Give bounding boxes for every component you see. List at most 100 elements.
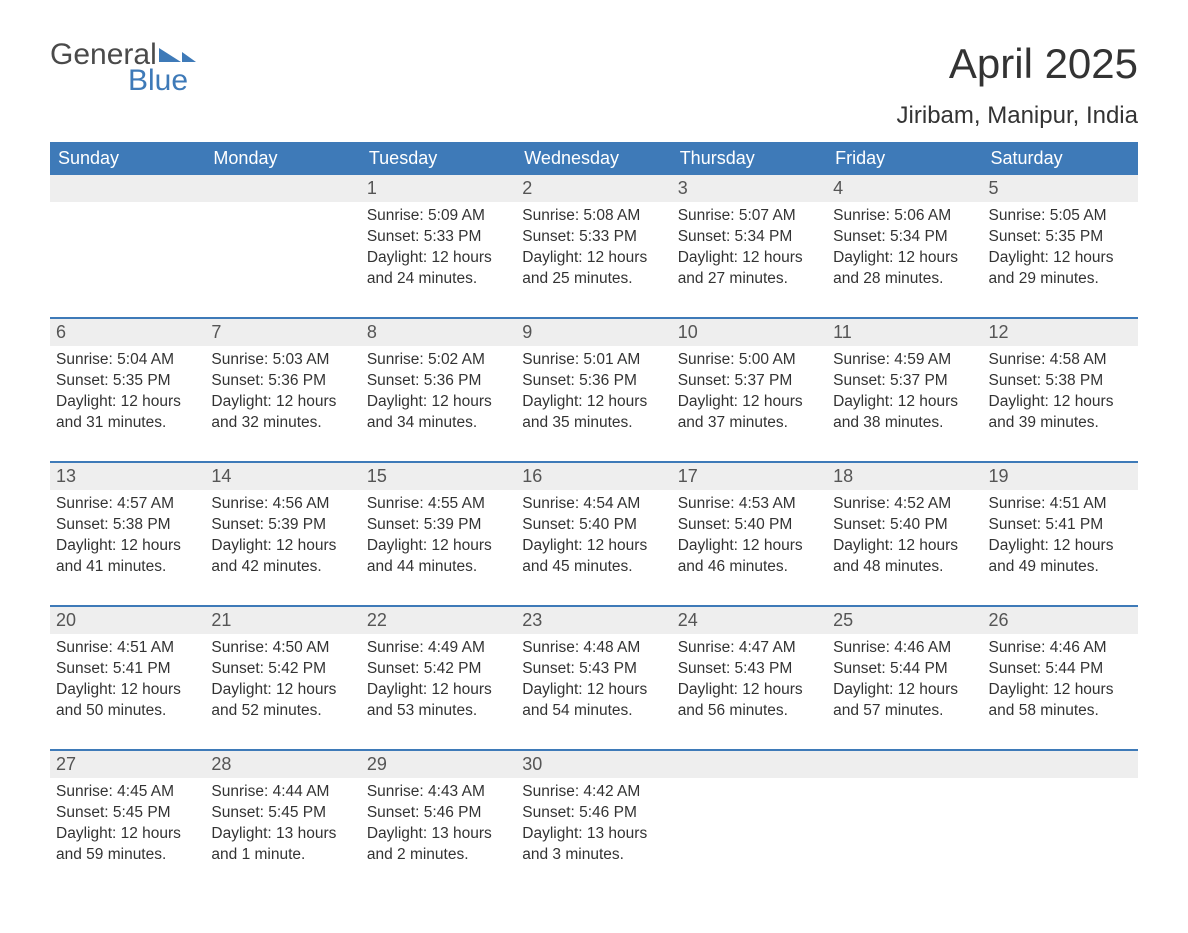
day-daylight: Daylight: 12 hours and 46 minutes.	[678, 536, 821, 578]
calendar-day-cell: 21Sunrise: 4:50 AMSunset: 5:42 PMDayligh…	[205, 606, 360, 750]
calendar-week-row: 13Sunrise: 4:57 AMSunset: 5:38 PMDayligh…	[50, 462, 1138, 606]
day-sunset: Sunset: 5:44 PM	[989, 659, 1132, 680]
day-sunrise: Sunrise: 4:58 AM	[989, 350, 1132, 371]
day-sunset: Sunset: 5:34 PM	[833, 227, 976, 248]
day-body: Sunrise: 4:51 AMSunset: 5:41 PMDaylight:…	[50, 634, 205, 732]
day-number: 28	[205, 751, 360, 778]
day-sunrise: Sunrise: 5:06 AM	[833, 206, 976, 227]
day-body: Sunrise: 4:43 AMSunset: 5:46 PMDaylight:…	[361, 778, 516, 876]
weekday-header: Tuesday	[361, 142, 516, 175]
day-sunrise: Sunrise: 5:00 AM	[678, 350, 821, 371]
header: General Blue April 2025 Jiribam, Manipur…	[50, 40, 1138, 130]
day-number: 23	[516, 607, 671, 634]
day-body: Sunrise: 5:06 AMSunset: 5:34 PMDaylight:…	[827, 202, 982, 300]
calendar-day-cell: 2Sunrise: 5:08 AMSunset: 5:33 PMDaylight…	[516, 175, 671, 318]
day-body: Sunrise: 4:44 AMSunset: 5:45 PMDaylight:…	[205, 778, 360, 876]
day-daylight: Daylight: 12 hours and 45 minutes.	[522, 536, 665, 578]
day-sunrise: Sunrise: 4:57 AM	[56, 494, 199, 515]
day-number: 3	[672, 175, 827, 202]
day-daylight: Daylight: 12 hours and 34 minutes.	[367, 392, 510, 434]
calendar-day-cell: 6Sunrise: 5:04 AMSunset: 5:35 PMDaylight…	[50, 318, 205, 462]
day-daylight: Daylight: 13 hours and 1 minute.	[211, 824, 354, 866]
day-number: 26	[983, 607, 1138, 634]
day-daylight: Daylight: 12 hours and 41 minutes.	[56, 536, 199, 578]
calendar-day-cell: 3Sunrise: 5:07 AMSunset: 5:34 PMDaylight…	[672, 175, 827, 318]
day-body: Sunrise: 4:51 AMSunset: 5:41 PMDaylight:…	[983, 490, 1138, 588]
day-body: Sunrise: 4:50 AMSunset: 5:42 PMDaylight:…	[205, 634, 360, 732]
day-body: Sunrise: 4:42 AMSunset: 5:46 PMDaylight:…	[516, 778, 671, 876]
calendar-day-cell	[983, 750, 1138, 893]
weekday-header: Thursday	[672, 142, 827, 175]
day-daylight: Daylight: 12 hours and 52 minutes.	[211, 680, 354, 722]
calendar-day-cell: 5Sunrise: 5:05 AMSunset: 5:35 PMDaylight…	[983, 175, 1138, 318]
calendar-day-cell: 12Sunrise: 4:58 AMSunset: 5:38 PMDayligh…	[983, 318, 1138, 462]
logo-text-blue: Blue	[128, 66, 196, 96]
day-daylight: Daylight: 12 hours and 48 minutes.	[833, 536, 976, 578]
day-body: Sunrise: 4:54 AMSunset: 5:40 PMDaylight:…	[516, 490, 671, 588]
day-sunset: Sunset: 5:37 PM	[833, 371, 976, 392]
day-number: 9	[516, 319, 671, 346]
day-sunset: Sunset: 5:42 PM	[367, 659, 510, 680]
day-body: Sunrise: 4:56 AMSunset: 5:39 PMDaylight:…	[205, 490, 360, 588]
day-sunset: Sunset: 5:44 PM	[833, 659, 976, 680]
title-block: April 2025 Jiribam, Manipur, India	[897, 40, 1138, 130]
day-number: 12	[983, 319, 1138, 346]
day-body: Sunrise: 5:01 AMSunset: 5:36 PMDaylight:…	[516, 346, 671, 444]
day-body: Sunrise: 5:07 AMSunset: 5:34 PMDaylight:…	[672, 202, 827, 300]
day-number: 18	[827, 463, 982, 490]
day-daylight: Daylight: 12 hours and 56 minutes.	[678, 680, 821, 722]
calendar-day-cell: 10Sunrise: 5:00 AMSunset: 5:37 PMDayligh…	[672, 318, 827, 462]
day-body: Sunrise: 5:05 AMSunset: 5:35 PMDaylight:…	[983, 202, 1138, 300]
day-sunset: Sunset: 5:38 PM	[56, 515, 199, 536]
day-daylight: Daylight: 12 hours and 29 minutes.	[989, 248, 1132, 290]
day-sunset: Sunset: 5:42 PM	[211, 659, 354, 680]
day-sunset: Sunset: 5:35 PM	[989, 227, 1132, 248]
day-sunset: Sunset: 5:38 PM	[989, 371, 1132, 392]
calendar-day-cell: 22Sunrise: 4:49 AMSunset: 5:42 PMDayligh…	[361, 606, 516, 750]
weekday-header: Saturday	[983, 142, 1138, 175]
day-number: 19	[983, 463, 1138, 490]
day-body: Sunrise: 5:00 AMSunset: 5:37 PMDaylight:…	[672, 346, 827, 444]
calendar-day-cell	[205, 175, 360, 318]
calendar-day-cell: 7Sunrise: 5:03 AMSunset: 5:36 PMDaylight…	[205, 318, 360, 462]
day-sunset: Sunset: 5:33 PM	[367, 227, 510, 248]
day-daylight: Daylight: 12 hours and 53 minutes.	[367, 680, 510, 722]
day-body: Sunrise: 4:53 AMSunset: 5:40 PMDaylight:…	[672, 490, 827, 588]
day-daylight: Daylight: 12 hours and 59 minutes.	[56, 824, 199, 866]
day-daylight: Daylight: 13 hours and 3 minutes.	[522, 824, 665, 866]
day-sunrise: Sunrise: 4:56 AM	[211, 494, 354, 515]
calendar-day-cell: 18Sunrise: 4:52 AMSunset: 5:40 PMDayligh…	[827, 462, 982, 606]
calendar-body: 1Sunrise: 5:09 AMSunset: 5:33 PMDaylight…	[50, 175, 1138, 893]
day-sunset: Sunset: 5:45 PM	[56, 803, 199, 824]
day-number	[983, 751, 1138, 778]
day-number: 16	[516, 463, 671, 490]
day-sunset: Sunset: 5:35 PM	[56, 371, 199, 392]
day-sunset: Sunset: 5:36 PM	[367, 371, 510, 392]
logo: General Blue	[50, 40, 196, 96]
day-number: 29	[361, 751, 516, 778]
day-daylight: Daylight: 12 hours and 25 minutes.	[522, 248, 665, 290]
calendar-day-cell: 14Sunrise: 4:56 AMSunset: 5:39 PMDayligh…	[205, 462, 360, 606]
calendar-day-cell	[672, 750, 827, 893]
calendar-week-row: 27Sunrise: 4:45 AMSunset: 5:45 PMDayligh…	[50, 750, 1138, 893]
day-sunset: Sunset: 5:39 PM	[367, 515, 510, 536]
location: Jiribam, Manipur, India	[897, 102, 1138, 130]
day-sunrise: Sunrise: 5:03 AM	[211, 350, 354, 371]
day-sunset: Sunset: 5:43 PM	[522, 659, 665, 680]
calendar-day-cell	[50, 175, 205, 318]
weekday-header: Friday	[827, 142, 982, 175]
day-daylight: Daylight: 12 hours and 27 minutes.	[678, 248, 821, 290]
day-sunrise: Sunrise: 4:50 AM	[211, 638, 354, 659]
day-sunrise: Sunrise: 5:07 AM	[678, 206, 821, 227]
day-number	[205, 175, 360, 202]
logo-triangle-icon-2	[182, 52, 196, 62]
day-daylight: Daylight: 12 hours and 42 minutes.	[211, 536, 354, 578]
calendar-day-cell: 25Sunrise: 4:46 AMSunset: 5:44 PMDayligh…	[827, 606, 982, 750]
day-sunset: Sunset: 5:37 PM	[678, 371, 821, 392]
day-number: 25	[827, 607, 982, 634]
day-sunrise: Sunrise: 4:43 AM	[367, 782, 510, 803]
calendar-day-cell: 9Sunrise: 5:01 AMSunset: 5:36 PMDaylight…	[516, 318, 671, 462]
day-daylight: Daylight: 12 hours and 31 minutes.	[56, 392, 199, 434]
calendar-day-cell: 30Sunrise: 4:42 AMSunset: 5:46 PMDayligh…	[516, 750, 671, 893]
day-number: 15	[361, 463, 516, 490]
